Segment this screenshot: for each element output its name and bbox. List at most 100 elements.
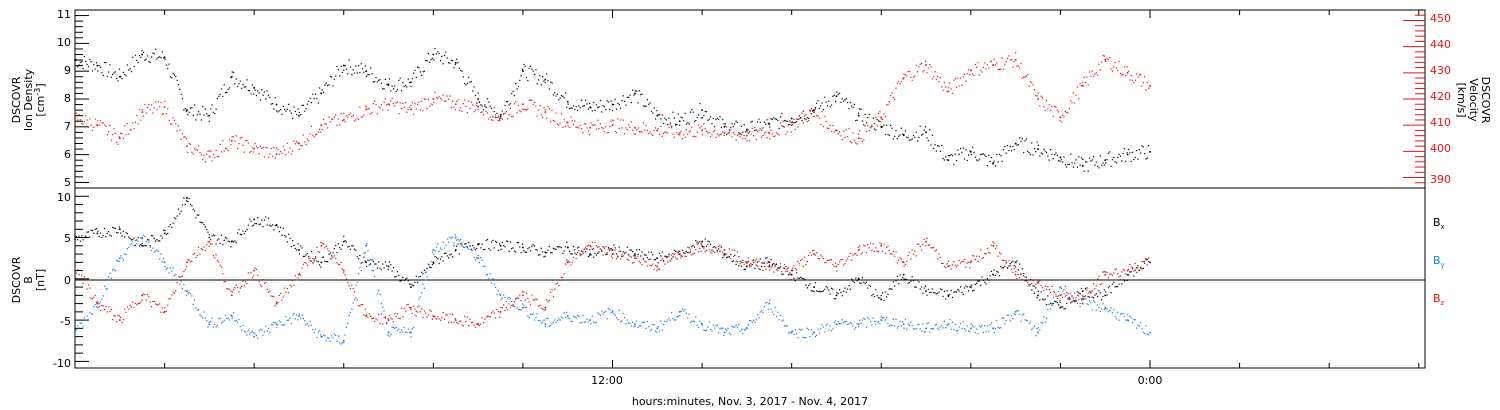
by-trace-dot — [687, 317, 689, 319]
bx-trace-dot — [289, 237, 291, 239]
by-point — [1104, 306, 1107, 309]
ion-density-trace-dot — [124, 73, 126, 76]
ion-density-trace-dot — [536, 83, 538, 85]
bz-trace-dot — [458, 320, 460, 322]
by-trace-dot — [165, 268, 167, 270]
bz-trace-dot — [895, 251, 897, 253]
ion-density-trace-dot — [431, 57, 434, 59]
bz-trace-dot — [763, 265, 765, 268]
velocity-trace-dot — [288, 151, 290, 153]
ion-density-trace-dot — [988, 154, 990, 156]
velocity-trace-dot — [1103, 55, 1105, 57]
velocity-trace-dot — [189, 143, 192, 145]
bx-trace-dot — [1142, 267, 1144, 269]
bz-trace-dot — [449, 313, 451, 315]
bz-point — [499, 311, 502, 313]
bx-trace-dot — [594, 252, 596, 254]
bz-point — [477, 323, 479, 326]
bx-trace-dot — [1058, 304, 1060, 306]
by-trace-dot — [779, 314, 782, 316]
bx-trace-dot — [511, 247, 513, 250]
bz-trace-dot — [965, 266, 967, 269]
velocity-trace-dot — [173, 119, 176, 122]
velocity-trace-dot — [769, 138, 771, 140]
bz-trace-dot — [1029, 283, 1032, 286]
bx-trace-dot — [728, 256, 731, 258]
bz-trace-dot — [289, 284, 291, 286]
bz-trace-dot — [528, 301, 530, 303]
bx-trace-dot — [332, 252, 334, 254]
velocity-trace-dot — [783, 126, 786, 128]
ion-density-trace-dot — [273, 108, 275, 110]
bz-trace-dot — [227, 288, 229, 290]
ion-density-trace-dot — [246, 79, 248, 81]
velocity-trace-dot — [558, 124, 560, 126]
velocity-trace-dot — [934, 71, 936, 73]
bz-trace-dot — [351, 284, 353, 286]
bx-trace-dot — [708, 241, 710, 243]
velocity-trace-dot — [220, 151, 223, 153]
by-trace-dot — [476, 256, 478, 259]
ion-density-trace-dot — [767, 122, 769, 124]
ion-density-trace-dot — [777, 119, 779, 122]
bz-trace-dot — [896, 262, 898, 264]
bz-trace-dot — [536, 299, 538, 301]
ion-density-trace-dot — [422, 71, 424, 73]
bx-trace-dot — [1101, 299, 1103, 301]
bz-trace-dot — [200, 247, 202, 250]
bx-trace-dot — [955, 291, 958, 293]
bz-trace-dot — [868, 247, 870, 249]
bz-trace-dot — [224, 281, 227, 283]
ion-density-trace-dot — [318, 87, 321, 89]
velocity-trace-dot — [1099, 69, 1101, 71]
velocity-point — [320, 124, 323, 126]
bz-trace-dot — [609, 248, 611, 250]
bz-trace-dot — [441, 317, 443, 319]
ion-density-trace-dot — [94, 68, 96, 70]
bx-trace-dot — [590, 254, 592, 256]
ion-density-trace-dot — [296, 113, 298, 116]
ion-density-trace-dot — [90, 61, 92, 63]
bz-point — [902, 261, 905, 264]
velocity-trace-dot — [1006, 57, 1009, 60]
velocity-trace-dot — [673, 136, 675, 138]
legend-by-base: B — [1433, 254, 1441, 267]
by-trace-dot — [1134, 319, 1136, 321]
by-trace-dot — [757, 314, 759, 316]
ion-density-trace-dot — [1066, 166, 1068, 168]
ion-density-trace-dot — [873, 128, 876, 130]
velocity-trace-dot — [149, 109, 151, 111]
bx-trace-dot — [113, 227, 115, 229]
bx-trace-dot — [650, 251, 653, 253]
bz-trace-dot — [744, 261, 747, 263]
velocity-trace-dot — [812, 110, 814, 113]
by-trace-dot — [90, 313, 92, 315]
bz-trace-dot — [171, 294, 173, 296]
ion-density-trace-dot — [804, 117, 806, 120]
ion-density-trace-dot — [1107, 152, 1109, 154]
by-trace-dot — [814, 336, 817, 338]
bx-trace-dot — [516, 241, 518, 244]
bz-trace-dot — [637, 255, 639, 257]
ion-density-trace-dot — [116, 77, 118, 80]
y-right-tick-label: 410 — [1430, 116, 1451, 129]
bx-trace-dot — [384, 261, 387, 263]
by-trace-dot — [720, 327, 722, 329]
velocity-point — [746, 134, 748, 137]
ion-density-trace-dot — [421, 74, 423, 76]
bx-trace-dot — [547, 249, 549, 251]
ion-density-trace-dot — [343, 69, 345, 71]
velocity-trace-dot — [465, 105, 467, 108]
ion-density-trace-dot — [247, 89, 249, 92]
bx-trace-dot — [888, 288, 890, 290]
velocity-trace-dot — [696, 131, 698, 133]
by-trace-dot — [934, 324, 936, 326]
by-trace-dot — [109, 272, 111, 275]
bz-trace-dot — [513, 301, 516, 303]
bx-point — [768, 261, 771, 264]
y-tick-label: 7 — [64, 120, 71, 133]
ion-density-trace-dot — [446, 57, 448, 59]
bx-trace-dot — [1017, 269, 1019, 271]
velocity-point — [589, 126, 591, 129]
bz-trace-dot — [106, 311, 108, 313]
